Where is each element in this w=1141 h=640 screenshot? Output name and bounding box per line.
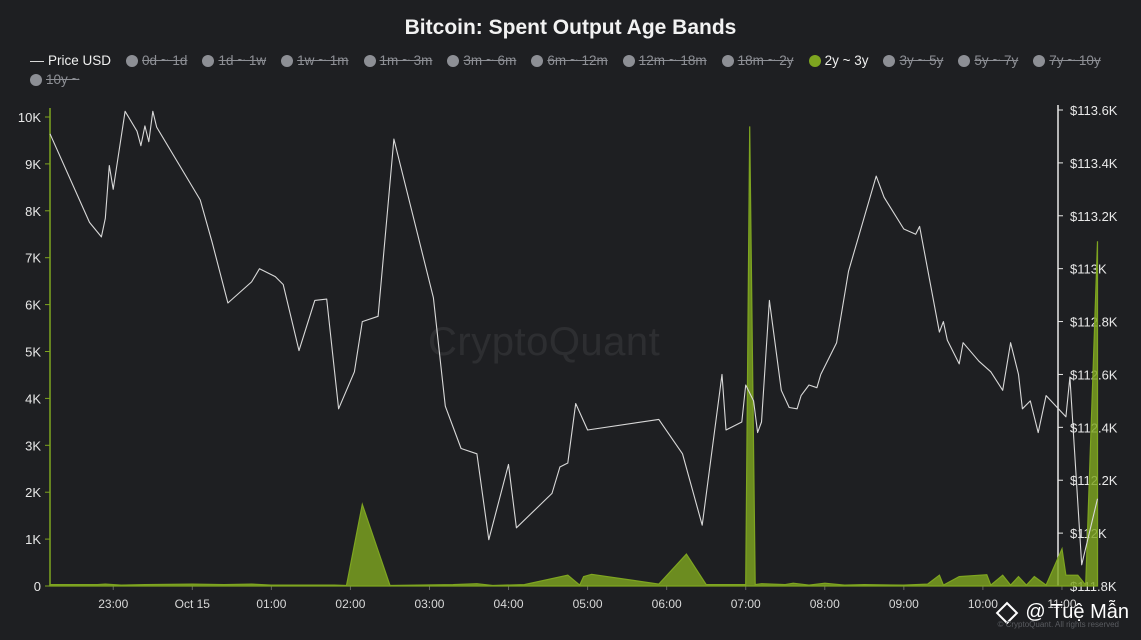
x-tick-label: 06:00 <box>652 597 682 611</box>
legend-item-3y-5y[interactable]: 3y ~ 5y <box>883 52 943 70</box>
legend-label: 6m ~ 12m <box>547 53 608 68</box>
legend-label: 3m ~ 6m <box>463 53 517 68</box>
x-tick-label: 07:00 <box>731 597 761 611</box>
y-left-tick-label: 6K <box>25 298 41 313</box>
legend-label: Price USD <box>48 53 112 68</box>
legend-item-1d-1w[interactable]: 1d ~ 1w <box>202 52 266 70</box>
legend-label: 2y ~ 3y <box>824 53 869 68</box>
y-left-tick-label: 7K <box>25 251 41 266</box>
series-area-2y-3y <box>49 126 1099 587</box>
legend-item-2y-3y[interactable]: 2y ~ 3y <box>808 52 869 70</box>
legend-item-3m-6m[interactable]: 3m ~ 6m <box>447 52 516 70</box>
legend-label: 7y ~ 10y <box>1049 53 1101 68</box>
x-tick-label: 08:00 <box>810 597 840 611</box>
credit-text: @ Tuệ Mẫn <box>1025 601 1129 623</box>
legend-label: 1m ~ 3m <box>379 53 433 68</box>
chart-title: Bitcoin: Spent Output Age Bands <box>404 16 737 39</box>
y-left-tick-label: 3K <box>25 438 41 453</box>
y-left-tick-label: 0 <box>34 579 41 594</box>
legend-label: 3y ~ 5y <box>899 53 944 68</box>
x-tick-label: 09:00 <box>889 597 919 611</box>
y-right-tick-label: $113.6K <box>1070 103 1118 118</box>
legend-dot-icon <box>30 74 42 86</box>
legend-dot-icon <box>883 55 896 67</box>
y-right-tick-label: $113.4K <box>1070 156 1118 171</box>
legend-item-10y[interactable]: 10y ~ <box>30 71 79 89</box>
x-tick-label: 05:00 <box>573 597 603 611</box>
legend-line-icon <box>30 60 44 62</box>
legend-dot-icon <box>958 55 971 67</box>
x-tick-label: 03:00 <box>414 597 444 611</box>
legend-item-7y-10y[interactable]: 7y ~ 10y <box>1033 52 1101 70</box>
y-left-tick-label: 1K <box>25 532 41 547</box>
cryptoquant-watermark: CryptoQuant <box>428 320 661 364</box>
x-tick-label: 01:00 <box>256 597 286 611</box>
y-left-tick-label: 9K <box>25 157 41 172</box>
x-tick-label: 02:00 <box>335 597 365 611</box>
legend-label: 12m ~ 18m <box>638 53 707 68</box>
legend-dot-icon <box>808 55 821 67</box>
x-tick-label: Oct 15 <box>175 597 211 611</box>
author-credit: @ Tuệ Mẫn <box>995 601 1129 624</box>
legend-item-6m-12m[interactable]: 6m ~ 12m <box>531 52 608 70</box>
legend-label: 0d ~ 1d <box>142 53 188 68</box>
legend-item-0d-1d[interactable]: 0d ~ 1d <box>126 52 187 70</box>
series-line-price-usd <box>49 110 1099 566</box>
y-right-tick-label: $113.2K <box>1070 209 1118 224</box>
y-right-tick-label: $113K <box>1070 262 1107 277</box>
y-left-tick-label: 5K <box>25 345 41 360</box>
legend-label: 10y ~ <box>46 72 80 87</box>
legend-dot-icon <box>622 55 635 67</box>
legend-dot-icon <box>721 55 734 67</box>
y-left-tick-label: 8K <box>25 204 41 219</box>
legend-dot-icon <box>363 55 376 67</box>
legend-dot-icon <box>126 55 139 67</box>
legend-item-18m-2y[interactable]: 18m ~ 2y <box>721 52 794 70</box>
chart-legend: Price USD 0d ~ 1d 1d ~ 1w 1w ~ 1m 1m ~ 3m 3m … <box>30 52 1130 89</box>
legend-dot-icon <box>1033 55 1046 67</box>
y-left-tick-label: 4K <box>25 391 41 406</box>
y-left-tick-label: 10K <box>18 110 41 125</box>
x-tick-label: 11:00 <box>1047 597 1076 611</box>
x-tick-label: 23:00 <box>98 597 128 611</box>
copyright-notice: © CryptoQuant. All rights reserved <box>997 620 1120 629</box>
legend-item-1m-3m[interactable]: 1m ~ 3m <box>363 52 433 70</box>
legend-dot-icon <box>202 55 215 67</box>
legend-item-12m-18m[interactable]: 12m ~ 18m <box>622 52 707 70</box>
x-tick-label: 04:00 <box>494 597 524 611</box>
legend-dot-icon <box>447 55 460 67</box>
legend-label: 1w ~ 1m <box>297 53 349 68</box>
legend-item-5y-7y[interactable]: 5y ~ 7y <box>958 52 1018 70</box>
legend-dot-icon <box>281 55 294 67</box>
legend-label: 18m ~ 2y <box>737 53 794 68</box>
y-left-tick-label: 2K <box>25 485 41 500</box>
x-tick-label: 10:00 <box>968 597 998 611</box>
legend-dot-icon <box>531 55 544 67</box>
legend-label: 5y ~ 7y <box>974 53 1019 68</box>
legend-label: 1d ~ 1w <box>218 53 267 68</box>
legend-item-1w-1m[interactable]: 1w ~ 1m <box>281 52 349 70</box>
legend-item-price-usd[interactable]: Price USD <box>30 52 111 70</box>
y-right-tick-label: $112.8K <box>1070 315 1118 330</box>
